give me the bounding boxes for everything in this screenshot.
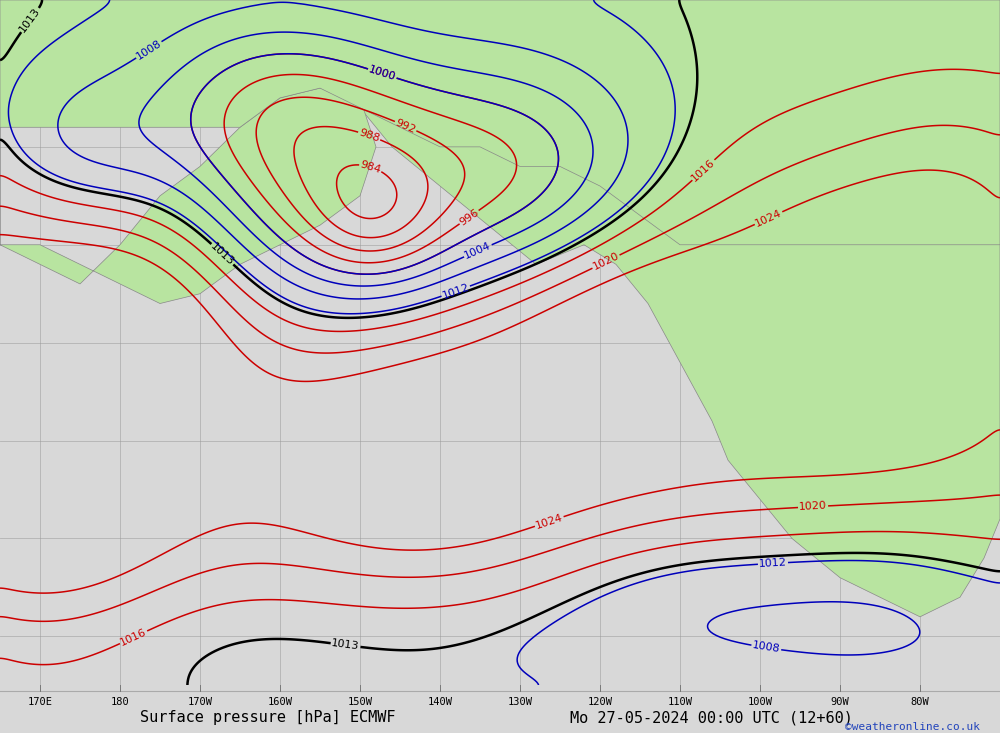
Text: 170W: 170W — [188, 697, 212, 707]
Text: 180: 180 — [111, 697, 129, 707]
Text: 110W: 110W — [668, 697, 692, 707]
Text: 1008: 1008 — [134, 38, 163, 62]
Text: 984: 984 — [359, 159, 382, 175]
Text: ©weatheronline.co.uk: ©weatheronline.co.uk — [845, 722, 980, 732]
Text: 1024: 1024 — [534, 512, 564, 531]
Text: 90W: 90W — [831, 697, 849, 707]
Text: Mo 27-05-2024 00:00 UTC (12+60): Mo 27-05-2024 00:00 UTC (12+60) — [570, 710, 853, 725]
Text: 1000: 1000 — [367, 65, 397, 83]
Text: 992: 992 — [394, 117, 417, 135]
Text: 996: 996 — [458, 207, 481, 227]
Text: 1000: 1000 — [367, 65, 397, 83]
Text: 80W: 80W — [911, 697, 929, 707]
Text: 1012: 1012 — [441, 281, 471, 301]
Text: 1013: 1013 — [18, 6, 42, 34]
Text: 140W: 140W — [428, 697, 452, 707]
Polygon shape — [0, 0, 1000, 245]
Text: 1013: 1013 — [209, 241, 236, 268]
Text: 1020: 1020 — [799, 501, 827, 512]
Text: 1004: 1004 — [463, 240, 493, 261]
Polygon shape — [0, 0, 376, 303]
Text: 988: 988 — [358, 128, 381, 144]
Text: 120W: 120W — [588, 697, 612, 707]
Text: 150W: 150W — [348, 697, 372, 707]
Text: 170E: 170E — [28, 697, 52, 707]
Text: 160W: 160W — [268, 697, 292, 707]
Text: 100W: 100W — [748, 697, 772, 707]
Text: 1016: 1016 — [690, 157, 717, 183]
Text: 1012: 1012 — [759, 558, 787, 569]
Polygon shape — [0, 0, 1000, 617]
Text: Surface pressure [hPa] ECMWF: Surface pressure [hPa] ECMWF — [140, 710, 396, 725]
Text: 1020: 1020 — [591, 251, 621, 272]
Text: 1013: 1013 — [331, 638, 360, 652]
Text: 130W: 130W — [508, 697, 532, 707]
Text: 1024: 1024 — [754, 207, 783, 229]
Text: 1016: 1016 — [119, 627, 148, 648]
Text: 1008: 1008 — [752, 641, 781, 655]
